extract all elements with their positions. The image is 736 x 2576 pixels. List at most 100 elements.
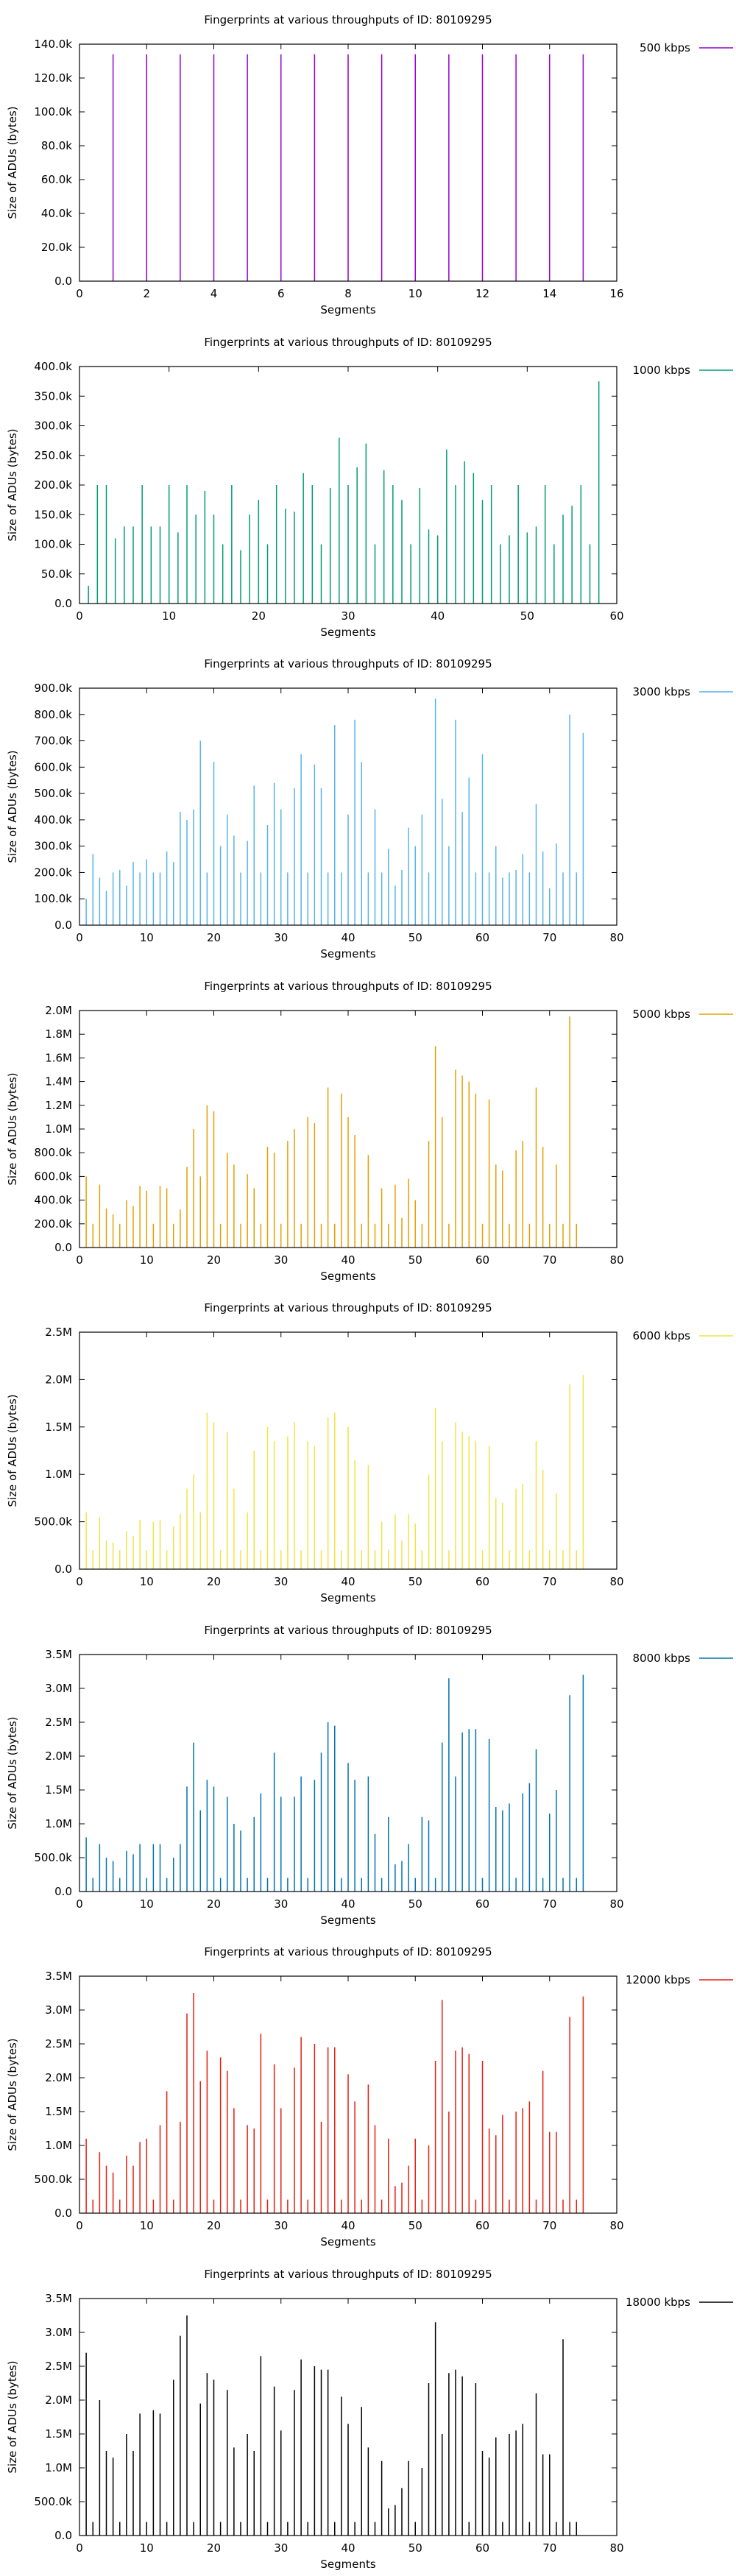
y-tick-label: 400.0k [34,1193,72,1206]
plot-frame [79,365,618,604]
y-tick-label: 800.0k [34,708,72,721]
y-tick-label: 300.0k [34,419,72,432]
plot-frame [79,1009,618,1248]
x-tick-label: 50 [408,1575,422,1588]
chart-panel-3: Fingerprints at various throughputs of I… [6,657,733,960]
x-tick-label: 6 [277,287,285,300]
x-tick-label: 30 [274,931,288,944]
x-axis-label: Segments [320,303,376,316]
y-tick-label: 0.0 [54,919,72,932]
y-tick-label: 0.0 [54,1563,72,1576]
legend-label: 1000 kbps [633,364,691,377]
series-1 [112,54,584,281]
x-tick-label: 40 [341,2541,355,2555]
y-tick-label: 120.0k [34,71,72,85]
series-1 [85,698,584,925]
y-tick-label: 500.0k [34,2173,72,2186]
chart-title: Fingerprints at various throughputs of I… [204,657,492,670]
x-tick-label: 50 [408,1253,422,1267]
y-tick-label: 140.0k [34,38,72,51]
chart-title: Fingerprints at various throughputs of I… [204,1301,492,1314]
series-1 [85,1674,584,1892]
x-tick-label: 60 [609,609,623,623]
x-tick-label: 0 [76,2219,83,2232]
y-tick-label: 20.0k [41,241,72,254]
y-axis-label: Size of ADUs (bytes) [6,2038,19,2151]
x-tick-label: 40 [431,609,445,623]
plot-frame [79,1331,618,1570]
y-tick-label: 500.0k [34,1515,72,1529]
x-tick-label: 40 [341,1575,355,1588]
x-tick-label: 50 [408,2541,422,2555]
y-tick-label: 200.0k [34,478,72,492]
y-tick-label: 100.0k [34,892,72,905]
x-axis-label: Segments [320,947,376,960]
x-tick-label: 40 [341,931,355,944]
x-tick-label: 4 [210,287,218,300]
y-tick-label: 1.0M [45,2461,72,2474]
x-tick-label: 60 [475,2219,489,2232]
y-tick-label: 3.5M [45,2292,72,2305]
y-tick-label: 1.5M [45,2427,72,2441]
chart-panel-8: Fingerprints at various throughputs of I… [6,2268,733,2571]
series-1 [85,2315,577,2536]
x-tick-label: 20 [207,1575,221,1588]
x-tick-label: 0 [76,287,83,300]
y-axis-label: Size of ADUs (bytes) [6,1716,19,1829]
x-tick-label: 20 [207,1253,221,1267]
y-tick-label: 3.5M [45,1970,72,1983]
x-tick-label: 80 [609,1897,623,1911]
x-tick-label: 10 [140,2541,154,2555]
y-tick-label: 500.0k [34,2495,72,2508]
x-tick-label: 60 [475,931,489,944]
x-tick-label: 10 [140,1897,154,1911]
chart-title: Fingerprints at various throughputs of I… [204,980,492,993]
x-tick-label: 20 [207,931,221,944]
x-tick-label: 10 [140,1575,154,1588]
y-tick-label: 1.0M [45,2139,72,2152]
y-tick-label: 1.5M [45,1420,72,1434]
plot-frame [79,1653,618,1892]
legend-label: 5000 kbps [633,1008,691,1021]
x-axis-label: Segments [320,2235,376,2248]
x-tick-label: 14 [542,287,556,300]
y-tick-label: 3.0M [45,2003,72,2017]
x-tick-label: 50 [408,1897,422,1911]
x-tick-label: 30 [274,1253,288,1267]
y-tick-label: 3.0M [45,2326,72,2339]
y-tick-label: 800.0k [34,1146,72,1159]
x-tick-label: 60 [475,1575,489,1588]
x-axis-label: Segments [320,1914,376,1927]
y-tick-label: 1.0M [45,1817,72,1830]
x-tick-label: 12 [475,287,489,300]
x-tick-label: 8 [344,287,352,300]
x-tick-label: 0 [76,609,83,623]
y-tick-label: 2.5M [45,1326,72,1339]
chart-panel-7: Fingerprints at various throughputs of I… [6,1945,733,2248]
series-1 [88,381,600,604]
x-tick-label: 30 [274,1897,288,1911]
y-tick-label: 500.0k [34,1851,72,1864]
y-tick-label: 1.5M [45,2105,72,2118]
y-tick-label: 0.0 [54,597,72,610]
x-tick-label: 20 [252,609,266,623]
y-tick-label: 0.0 [54,2207,72,2220]
y-tick-label: 500.0k [34,787,72,800]
x-tick-label: 10 [408,287,422,300]
chart-title: Fingerprints at various throughputs of I… [204,336,492,349]
chart-title: Fingerprints at various throughputs of I… [204,1945,492,1958]
x-axis-label: Segments [320,1591,376,1604]
legend-label: 18000 kbps [626,2296,690,2309]
y-tick-label: 400.0k [34,360,72,373]
y-tick-label: 0.0 [54,2529,72,2542]
x-tick-label: 0 [76,1575,83,1588]
y-tick-label: 2.0M [45,1004,72,1017]
x-tick-label: 10 [162,609,176,623]
y-tick-label: 350.0k [34,389,72,403]
x-tick-label: 50 [408,2219,422,2232]
y-tick-label: 80.0k [41,139,72,152]
y-tick-label: 2.5M [45,2360,72,2373]
y-tick-label: 100.0k [34,537,72,551]
legend-label: 3000 kbps [633,685,691,698]
